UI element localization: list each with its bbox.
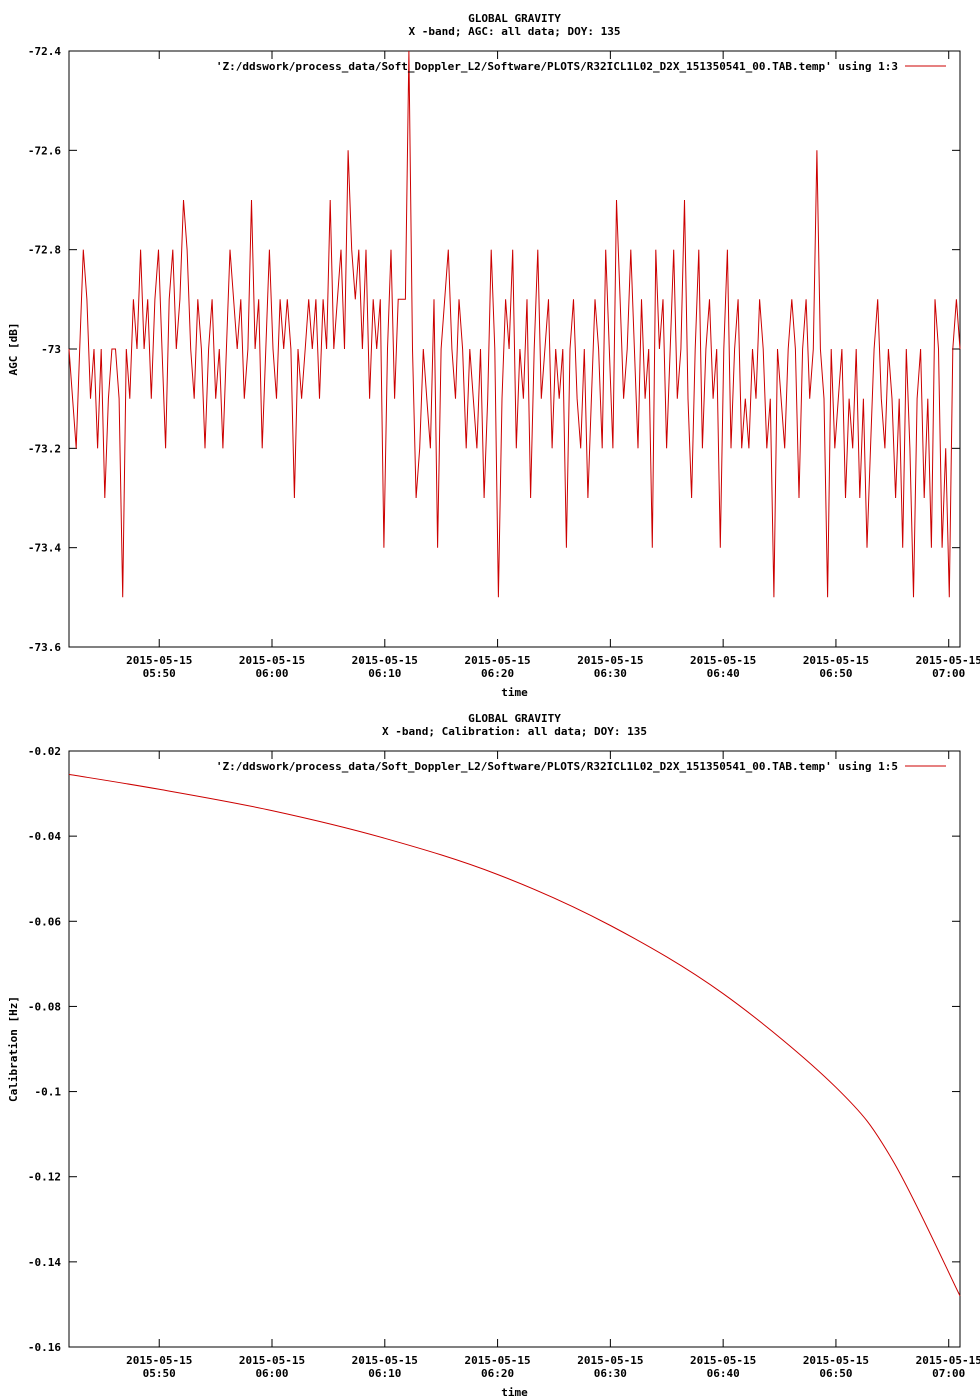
x-tick-date: 2015-05-15 [803,1354,869,1367]
y-tick-label: -0.02 [28,745,61,758]
x-tick-time: 06:10 [368,667,401,680]
x-tick-date: 2015-05-15 [239,654,305,667]
x-tick-time: 07:00 [932,1367,965,1380]
x-tick-time: 06:20 [481,667,514,680]
y-tick-label: -73.2 [28,442,61,455]
x-tick-time: 06:30 [594,1367,627,1380]
x-tick-time: 06:30 [594,667,627,680]
y-tick-label: -72.4 [28,45,61,58]
y-axis-label: Calibration [Hz] [7,996,20,1102]
legend-label: 'Z:/ddswork/process_data/Soft_Doppler_L2… [216,760,898,773]
x-tick-time: 06:50 [819,667,852,680]
x-tick-date: 2015-05-15 [916,654,980,667]
legend-label: 'Z:/ddswork/process_data/Soft_Doppler_L2… [216,60,898,73]
x-tick-date: 2015-05-15 [577,654,643,667]
x-tick-time: 06:00 [255,667,288,680]
y-tick-label: -0.08 [28,1000,61,1013]
y-tick-label: -73 [41,343,61,356]
y-tick-label: -0.04 [28,830,61,843]
x-tick-date: 2015-05-15 [239,1354,305,1367]
y-tick-label: -72.8 [28,244,61,257]
y-tick-label: -73.4 [28,542,61,555]
x-tick-date: 2015-05-15 [690,654,756,667]
x-tick-date: 2015-05-15 [577,1354,643,1367]
x-axis-label: time [501,686,528,699]
chart-subtitle: X -band; AGC: all data; DOY: 135 [409,25,621,38]
y-axis-label: AGC [dB] [7,323,20,376]
x-tick-date: 2015-05-15 [352,654,418,667]
x-tick-date: 2015-05-15 [464,654,530,667]
x-tick-date: 2015-05-15 [803,654,869,667]
y-tick-label: -0.14 [28,1256,61,1269]
x-tick-time: 06:10 [368,1367,401,1380]
x-tick-date: 2015-05-15 [126,654,192,667]
y-tick-label: -72.6 [28,144,61,157]
series-line [68,773,961,1297]
y-tick-label: -0.06 [28,915,61,928]
y-tick-label: -0.1 [35,1086,62,1099]
x-tick-time: 06:50 [819,1367,852,1380]
plot-frame [68,750,961,1348]
chart-subtitle: X -band; Calibration: all data; DOY: 135 [382,725,647,738]
y-tick-label: -73.6 [28,641,61,654]
chart-title: GLOBAL GRAVITY [468,12,561,25]
series-line [68,50,961,598]
x-tick-date: 2015-05-15 [690,1354,756,1367]
x-axis-label: time [501,1386,528,1399]
x-tick-time: 05:50 [143,1367,176,1380]
x-tick-time: 06:40 [707,667,740,680]
y-tick-label: -0.16 [28,1341,61,1354]
x-tick-date: 2015-05-15 [352,1354,418,1367]
chart-title: GLOBAL GRAVITY [468,712,561,725]
x-tick-time: 05:50 [143,667,176,680]
x-tick-time: 06:00 [255,1367,288,1380]
x-tick-date: 2015-05-15 [464,1354,530,1367]
x-tick-time: 07:00 [932,667,965,680]
x-tick-date: 2015-05-15 [126,1354,192,1367]
x-tick-date: 2015-05-15 [916,1354,980,1367]
x-tick-time: 06:20 [481,1367,514,1380]
x-tick-time: 06:40 [707,1367,740,1380]
y-tick-label: -0.12 [28,1171,61,1184]
